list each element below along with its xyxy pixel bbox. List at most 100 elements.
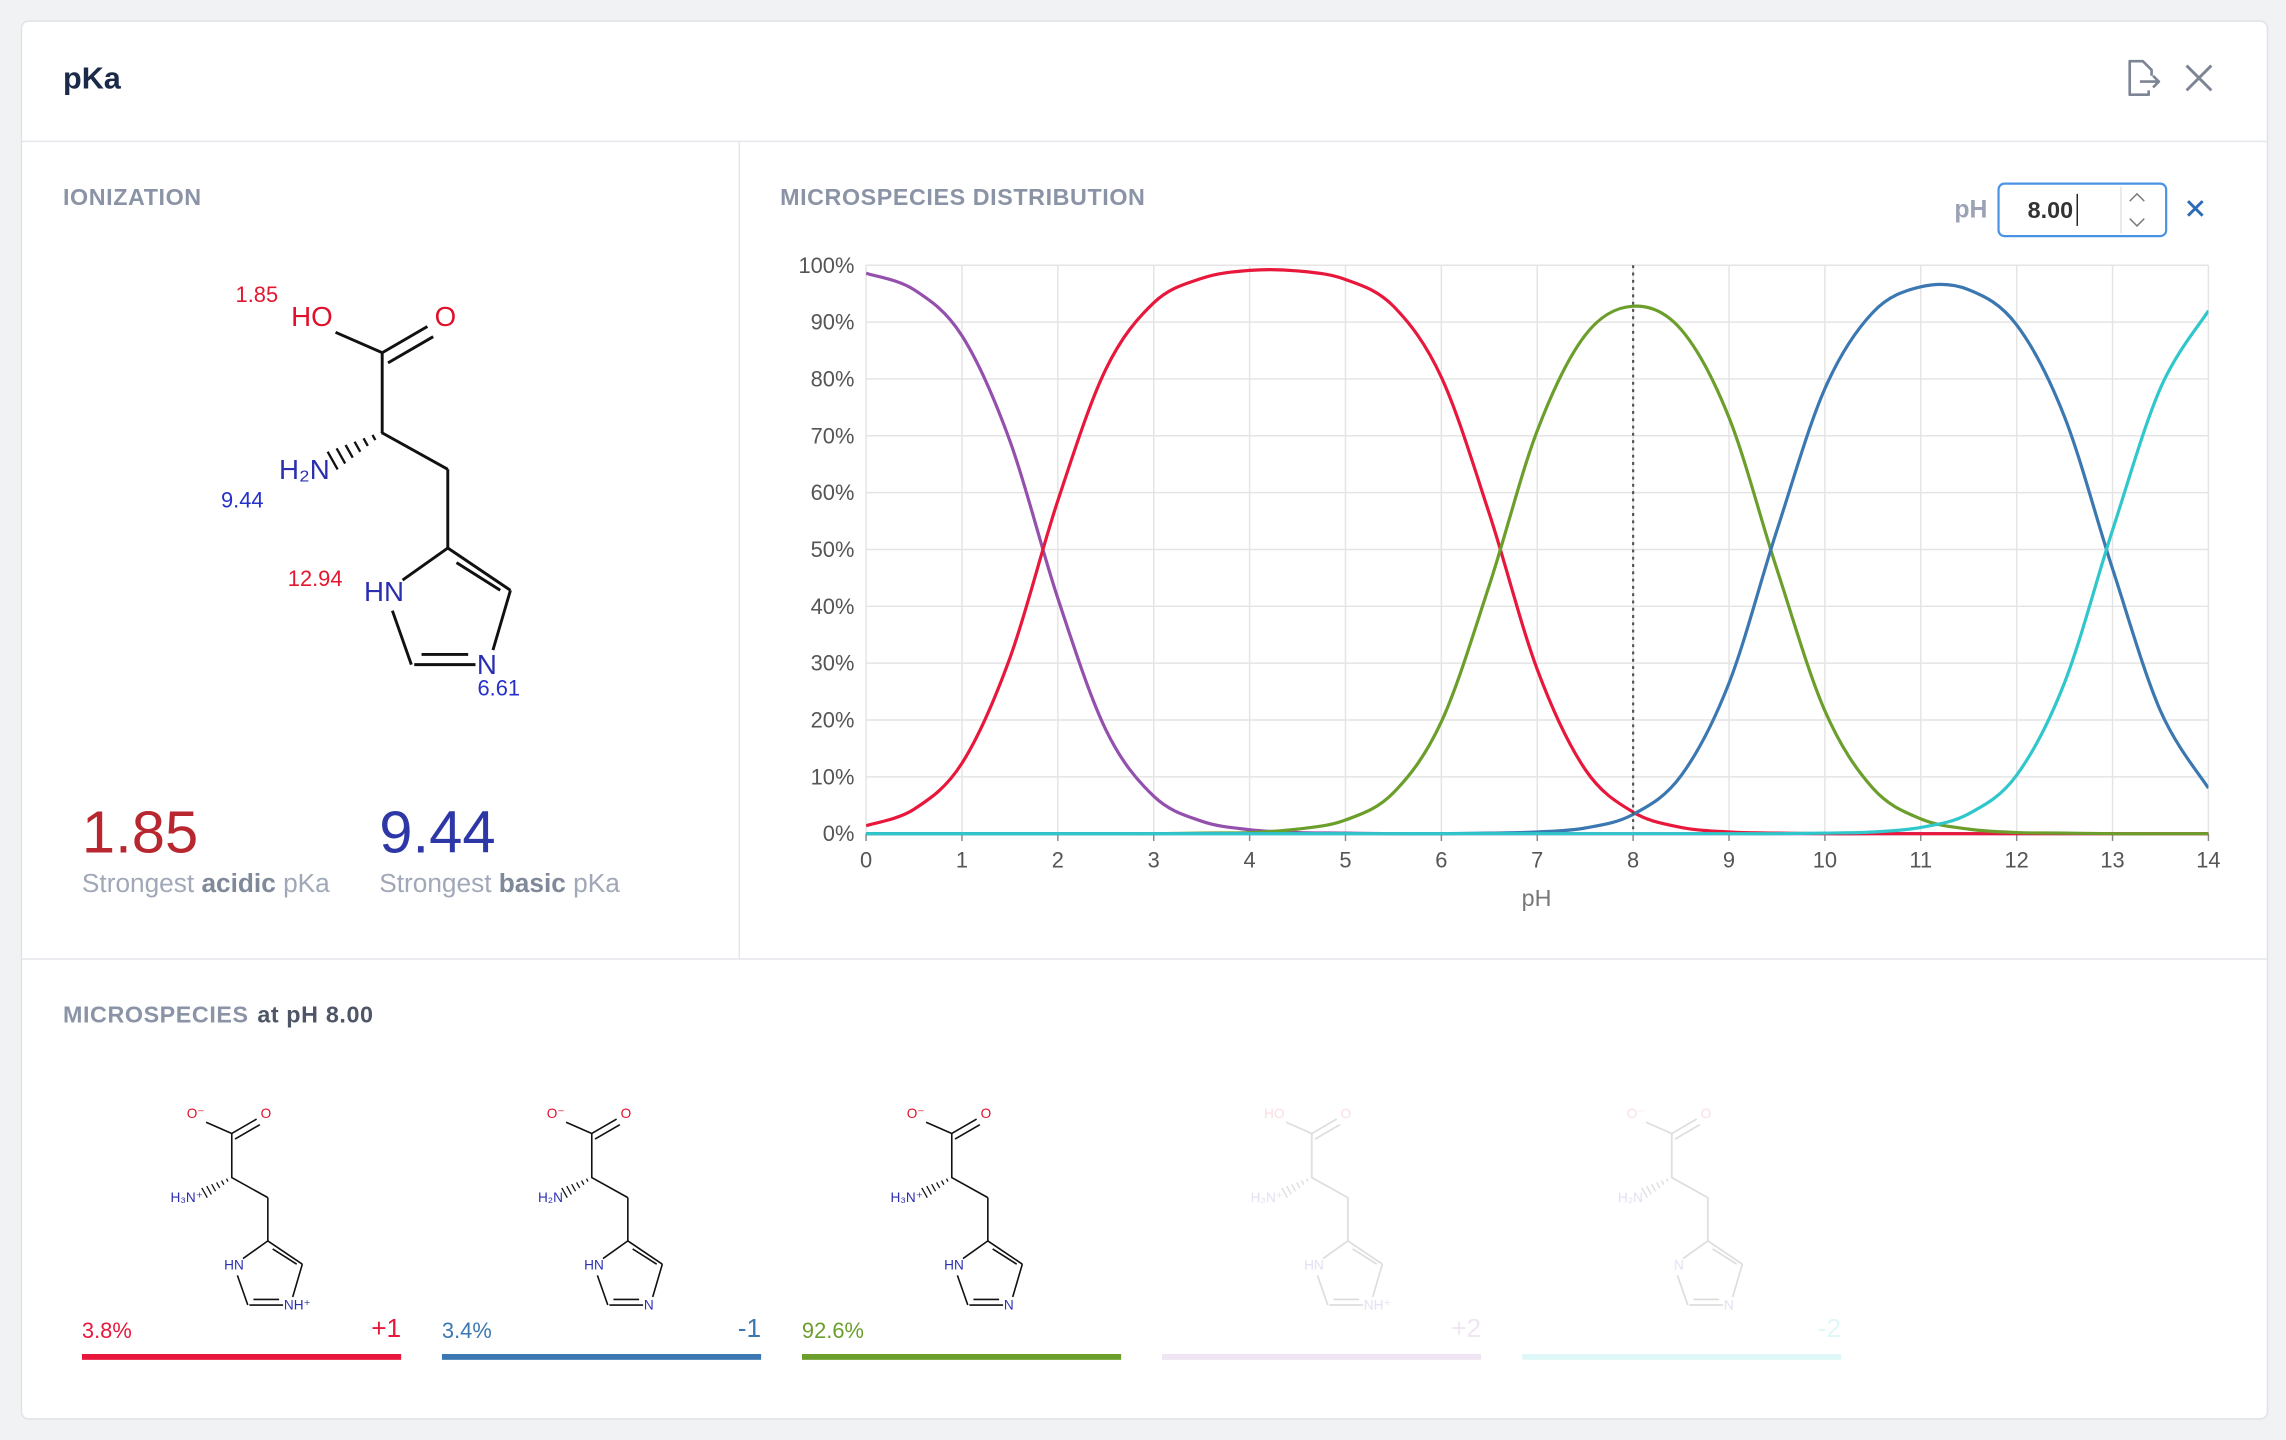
atom-label: HN [944,1257,964,1272]
section-title: MICROSPECIES at pH 8.00 [63,1001,374,1027]
bond [954,1123,981,1140]
x-tick-label: 9 [1723,847,1735,872]
bond [987,1240,1023,1265]
bond [1676,1275,1689,1306]
x-tick-label: 0 [860,847,872,872]
series-line [866,309,2209,836]
atom-label: O⁻ [1627,1106,1645,1121]
wedge-hash [1665,1178,1669,1182]
microspecies-card: HO O H₃N⁺ HN NH⁺ +2 [1161,1106,1482,1360]
x-tick-label: 7 [1531,847,1543,872]
molecule: HO O H₃N⁺ HN NH⁺ [1251,1106,1391,1313]
input-label: pH [1954,196,1987,223]
wedge-hash [1660,1180,1665,1186]
atom-label: O⁻ [547,1106,565,1121]
x-tick-label: 14 [2196,847,2220,872]
wedge-hash [950,1176,953,1179]
atom-label: O [435,301,457,332]
atom-label: O [1341,1106,1352,1121]
wedge-hash [1305,1178,1309,1182]
bond [391,610,413,666]
x-tick-label: 1 [956,847,968,872]
wedge-hash [220,1180,225,1186]
wedge-hash [206,1185,212,1195]
wedge-hash [1641,1187,1648,1199]
bond [1371,1263,1384,1298]
bond [594,1123,621,1140]
wedge-hash [353,441,362,453]
x-tick-label: 13 [2100,847,2124,872]
wedge-hash [945,1178,949,1182]
atom-label: O⁻ [907,1106,925,1121]
bond [951,1118,978,1135]
wedge-hash [371,434,377,441]
wedge-hash [590,1176,593,1179]
strongest-acidic-label: Strongest acidic pKa [82,868,330,898]
bond [1674,1123,1701,1140]
wedge-hash [344,444,354,459]
bond [334,330,383,355]
microspecies-card: O⁻ O H₃N⁺ HN NH⁺ 3.8% +1 [81,1106,402,1360]
pka-label: 1.85 [236,282,279,307]
microspecies-percent: 92.6% [802,1318,864,1343]
export-button[interactable] [2128,59,2161,97]
x-tick-label: 3 [1148,847,1160,872]
x-tick-label: 5 [1339,847,1351,872]
bond [1347,1240,1383,1265]
plot: 0%10%20%30%40%50%60%70%80%90%100%0 1 2 3 4 5 6… [798,253,2220,873]
bond [1707,1240,1743,1265]
wedge-hash [225,1178,229,1182]
atom-label: H₂N [279,454,330,485]
bond [455,561,502,592]
bond [236,1275,249,1306]
atom-label: HN [224,1257,244,1272]
x-axis-label: pH [1522,885,1552,911]
wedge-hash [1646,1185,1652,1195]
bond [925,1121,953,1135]
molecule: O⁻ O H₃N⁺ HN NH⁺ [171,1106,311,1313]
atom-label: HN [364,576,404,607]
x-tick-label: 4 [1244,847,1256,872]
microspecies-charge: +1 [371,1313,401,1343]
atom-label: N [1724,1298,1734,1313]
x-tick-label: 8 [1627,847,1639,872]
bond [387,335,434,365]
wedge-hash [380,431,384,435]
atom-label: N [1674,1257,1684,1272]
y-tick-label: 0% [823,821,855,846]
molecule: O⁻ O H₃N⁺ HN N [891,1106,1024,1313]
spin-up[interactable] [2129,192,2145,202]
wedge-hash [1310,1176,1313,1179]
atom-label: H₂N [1618,1190,1643,1205]
close-button[interactable] [2185,64,2213,92]
bond [381,325,429,354]
bond [992,1248,1018,1265]
bond [1311,1118,1338,1135]
pka-label: 9.44 [221,487,264,512]
series-line [866,268,2209,836]
atom-label: O⁻ [187,1106,205,1121]
wedge-hash [1291,1183,1297,1192]
wedge-hash [580,1180,585,1186]
bond [291,1263,304,1298]
wedge-hash [230,1176,233,1179]
wedge-hash [1651,1183,1657,1192]
bond [591,1176,629,1199]
bond [1311,1176,1349,1199]
section-title: IONIZATION [63,184,202,210]
microspecies-charge: -2 [1818,1313,1841,1343]
ph-input[interactable] [1997,182,2168,238]
clear-ph[interactable] [2186,200,2204,217]
microspecies-bar [801,1354,1122,1360]
spin-down[interactable] [2129,218,2145,227]
pka-label: 12.94 [288,566,343,591]
wedge-hash [576,1182,581,1189]
bond [962,1240,989,1260]
wedge-hash [1670,1176,1673,1179]
bond [205,1121,233,1135]
wedge-hash [566,1185,572,1195]
microspecies-card: O⁻ O H₃N⁺ HN N 92.6% [801,1106,1122,1360]
atom-label: HO [1264,1106,1284,1121]
atom-label: O [981,1106,992,1121]
